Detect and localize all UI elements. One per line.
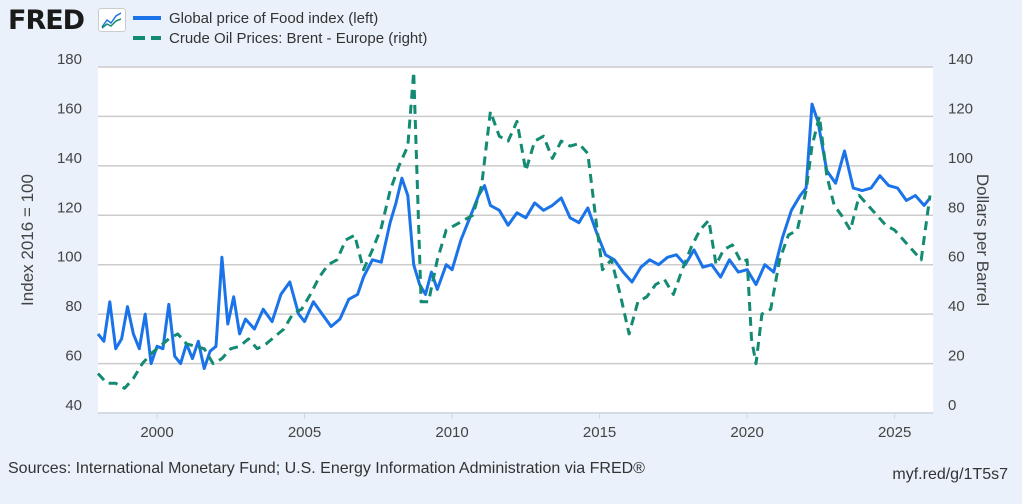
right-tick-label: 140	[948, 51, 973, 68]
plot-area	[98, 67, 933, 413]
right-tick-label: 100	[948, 150, 973, 167]
x-tick-label: 2015	[583, 424, 616, 441]
left-tick-label: 100	[57, 249, 82, 266]
legend-item-oil[interactable]: Crude Oil Prices: Brent - Europe (right)	[133, 28, 427, 48]
chart-legend: Global price of Food index (left) Crude …	[133, 8, 427, 48]
x-tick-label: 2005	[288, 424, 321, 441]
x-tick-label: 2010	[435, 424, 468, 441]
x-axis-ticks: 2000 2005 2010 2015 2020 2025	[98, 412, 933, 441]
x-tick-label: 2000	[140, 424, 173, 441]
x-tick-label: 2020	[730, 424, 763, 441]
left-tick-label: 60	[65, 348, 82, 365]
left-tick-label: 120	[57, 199, 82, 216]
fred-logo[interactable]: FRED	[8, 5, 85, 36]
sources-text: Sources: International Monetary Fund; U.…	[8, 460, 645, 477]
legend-swatch-oil	[133, 36, 161, 40]
right-tick-label: 120	[948, 100, 973, 117]
right-axis-ticks: 0 20 40 60 80 100 120 140	[948, 51, 973, 414]
legend-item-food[interactable]: Global price of Food index (left)	[133, 8, 427, 28]
x-tick-label: 2025	[878, 424, 911, 441]
legend-swatch-food	[133, 16, 161, 20]
right-tick-label: 20	[948, 348, 965, 365]
left-tick-label: 80	[65, 298, 82, 315]
legend-label-food: Global price of Food index (left)	[169, 9, 379, 27]
left-tick-label: 40	[65, 397, 82, 414]
left-tick-label: 180	[57, 51, 82, 68]
short-url-link[interactable]: myf.red/g/1T5s7	[892, 466, 1008, 483]
left-axis-ticks: 40 60 80 100 120 140 160 180	[57, 51, 82, 414]
chart-line-icon[interactable]	[98, 8, 126, 32]
right-tick-label: 80	[948, 199, 965, 216]
left-tick-label: 160	[57, 100, 82, 117]
left-axis-title: Index 2016 = 100	[18, 174, 37, 306]
series-group	[96, 70, 932, 390]
right-tick-label: 0	[948, 397, 956, 414]
legend-label-oil: Crude Oil Prices: Brent - Europe (right)	[169, 29, 428, 47]
right-tick-label: 40	[948, 298, 965, 315]
left-tick-label: 140	[57, 150, 82, 167]
right-axis-title: Dollars per Barrel	[973, 174, 992, 306]
right-tick-label: 60	[948, 249, 965, 266]
